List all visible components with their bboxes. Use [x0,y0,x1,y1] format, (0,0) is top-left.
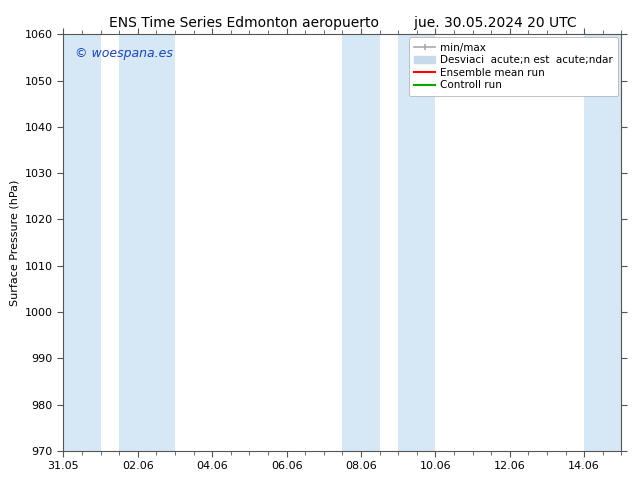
Bar [119,34,175,451]
Y-axis label: Surface Pressure (hPa): Surface Pressure (hPa) [10,179,19,306]
Title: ENS Time Series Edmonton aeropuerto        jue. 30.05.2024 20 UTC: ENS Time Series Edmonton aeropuerto jue.… [108,16,576,30]
Bar [584,34,621,451]
Bar [63,34,101,451]
Legend: min/max, Desviaci  acute;n est  acute;ndar, Ensemble mean run, Controll run: min/max, Desviaci acute;n est acute;ndar… [409,37,618,96]
Bar [398,34,436,451]
Bar [342,34,380,451]
Text: © woespana.es: © woespana.es [75,47,172,60]
